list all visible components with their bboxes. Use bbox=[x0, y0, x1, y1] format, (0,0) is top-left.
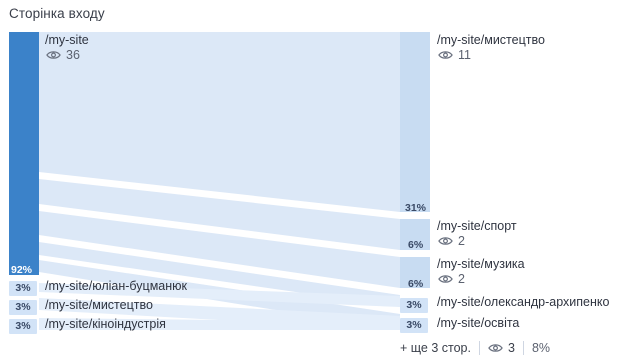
target-label[interactable]: /my-site/мистецтво bbox=[437, 33, 545, 47]
source-main-pct: 92% bbox=[11, 264, 33, 276]
eye-icon bbox=[438, 275, 453, 283]
more-pages-footer: + ще 3 стор. 3 8% bbox=[400, 341, 550, 355]
divider bbox=[478, 341, 480, 355]
eye-icon bbox=[488, 344, 503, 352]
target-pct-chip: 3% bbox=[400, 298, 428, 313]
page-title: Сторінка входу bbox=[9, 6, 105, 21]
eye-icon bbox=[438, 51, 453, 59]
target-pct: 6% bbox=[408, 239, 424, 251]
source-small-pct: 3% bbox=[9, 319, 37, 334]
target-label[interactable]: /my-site/олександр-архипенко bbox=[437, 295, 610, 309]
target-label[interactable]: /my-site/освіта bbox=[437, 316, 520, 330]
target-views-count: 2 bbox=[458, 272, 465, 286]
target-bar-muzyka[interactable] bbox=[400, 257, 430, 288]
eye-icon bbox=[46, 51, 61, 59]
source-small-label[interactable]: /my-site/мистецтво bbox=[45, 298, 153, 312]
target-views: 2 bbox=[438, 234, 465, 248]
target-views-count: 2 bbox=[458, 234, 465, 248]
eye-icon bbox=[438, 237, 453, 245]
flow-main-to-sport[interactable] bbox=[39, 179, 400, 250]
target-bar-mistetstvo[interactable] bbox=[400, 32, 430, 212]
source-small-pct: 3% bbox=[9, 281, 37, 296]
divider bbox=[522, 341, 524, 355]
target-pct: 31% bbox=[405, 202, 427, 214]
more-pages-link[interactable]: + ще 3 стор. bbox=[400, 341, 471, 355]
flow-small-1[interactable] bbox=[39, 283, 400, 307]
source-small-pct: 3% bbox=[9, 300, 37, 315]
flow-main-to-muzyka[interactable] bbox=[39, 211, 400, 288]
more-pages-pct: 8% bbox=[531, 341, 551, 355]
source-small-label[interactable]: /my-site/кіноіндустрія bbox=[45, 317, 166, 331]
source-main-views-count: 36 bbox=[66, 48, 80, 62]
flow-main-to-mistetstvo[interactable] bbox=[39, 32, 400, 212]
flow-small-3[interactable] bbox=[39, 318, 400, 330]
target-label[interactable]: /my-site/музика bbox=[437, 257, 525, 271]
target-bar-sport[interactable] bbox=[400, 219, 430, 250]
source-small-label[interactable]: /my-site/юліан-буцманюк bbox=[45, 279, 187, 293]
target-pct-chip: 3% bbox=[400, 318, 428, 333]
target-views-count: 11 bbox=[458, 48, 471, 62]
source-main-views: 36 bbox=[46, 48, 80, 62]
flow-main-to-arkhypenko[interactable] bbox=[39, 242, 400, 307]
target-views: 11 bbox=[438, 48, 471, 62]
source-bar-main[interactable] bbox=[9, 32, 39, 275]
target-views: 2 bbox=[438, 272, 465, 286]
target-label[interactable]: /my-site/спорт bbox=[437, 219, 517, 233]
source-main-label[interactable]: /my-site bbox=[45, 33, 89, 47]
target-pct: 6% bbox=[408, 278, 424, 290]
more-pages-views: 3 bbox=[507, 341, 515, 355]
